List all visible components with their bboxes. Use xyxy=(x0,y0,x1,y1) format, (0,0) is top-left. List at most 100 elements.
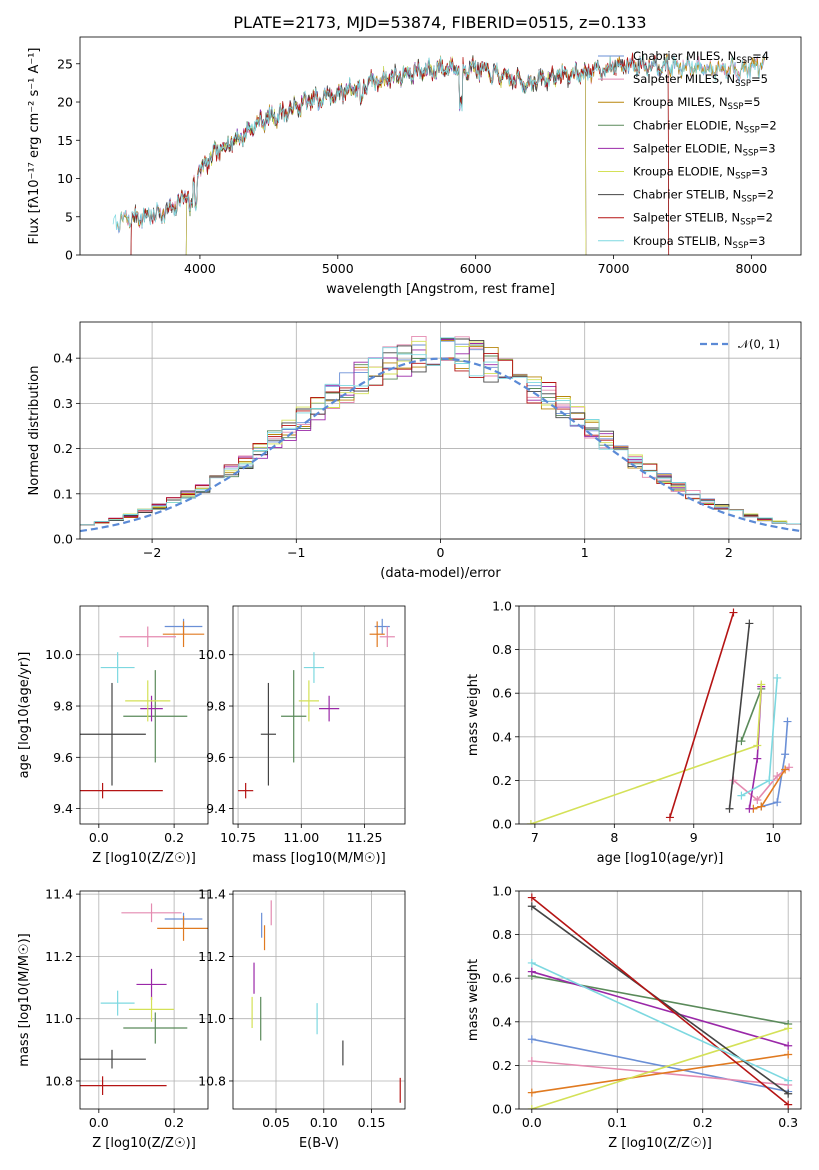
weight_vs_age-frame xyxy=(518,605,802,825)
spectrum-x-axis-label: wavelength [Angstrom, rest frame] xyxy=(326,282,555,297)
y-tick-label: 10 xyxy=(57,171,73,186)
y-tick-label: 10.8 xyxy=(45,1073,73,1088)
age_vs_Z-plot-area xyxy=(80,618,205,799)
data-point xyxy=(140,695,163,722)
weight-marker xyxy=(773,798,782,807)
y-tick-label: 11.2 xyxy=(198,949,226,964)
y-tick-label: 25 xyxy=(57,56,73,71)
weight-marker xyxy=(745,619,754,628)
y-tick-label: 0.2 xyxy=(492,773,512,788)
x-tick-label: 0.15 xyxy=(358,1115,386,1130)
y-tick-label: 9.8 xyxy=(206,699,226,714)
spectrum-ticks: 4000 5000 6000 7000 8000 0 5 10 15 20 25 xyxy=(57,56,767,276)
weight-line xyxy=(669,612,735,818)
legend-label: Kroupa STELIB, NSSP=3 xyxy=(633,234,765,251)
weight_vs_Z-y-axis-label: mass weight xyxy=(466,959,481,1041)
x-tick-label: 0.2 xyxy=(693,1115,713,1130)
y-tick-label: 0.1 xyxy=(53,486,73,501)
residuals-frame xyxy=(79,321,802,540)
x-tick-label: 4000 xyxy=(184,261,216,276)
data-point xyxy=(100,990,135,1016)
x-tick-label: 7000 xyxy=(598,261,630,276)
data-point xyxy=(80,682,146,786)
legend-label: Chabrier MILES, NSSP=4 xyxy=(633,49,769,66)
legend-label: Kroupa MILES, NSSP=5 xyxy=(633,95,760,112)
data-point xyxy=(303,652,325,683)
mass_vs_Z-y-axis-label: mass [log10(M/M☉)] xyxy=(17,933,32,1066)
age_vs_Z-points xyxy=(80,618,205,799)
spectrum-y-axis-label: Flux [fλ10⁻¹⁷ erg cm⁻² s⁻¹ A⁻¹] xyxy=(27,48,42,245)
weight-marker xyxy=(527,893,536,902)
y-tick-label: 0.4 xyxy=(53,351,73,366)
spectrum-line xyxy=(130,52,670,255)
legend-label: Salpeter ELODIE, NSSP=3 xyxy=(633,141,776,158)
data-point xyxy=(80,782,163,799)
legend-label: Salpeter MILES, NSSP=5 xyxy=(633,72,768,89)
weight_vs_Z-ticks: 0.0 0.1 0.2 0.3 0.0 0.2 0.4 0.6 0.8 1.0 xyxy=(492,884,798,1131)
weight-marker xyxy=(753,754,762,763)
weight-line xyxy=(530,684,763,824)
legend-label: Chabrier ELODIE, NSSP=2 xyxy=(633,118,777,135)
y-tick-label: 9.6 xyxy=(206,750,226,765)
weight_vs_Z-x-axis-label: Z [log10(Z/Z☉)] xyxy=(608,1136,712,1151)
data-point xyxy=(238,782,254,799)
x-tick-label: −1 xyxy=(287,545,305,560)
x-tick-label: 0.0 xyxy=(89,1115,109,1130)
residuals-ticks: −2 −1 0 1 2 0.0 0.1 0.2 0.3 0.4 xyxy=(53,351,733,560)
y-tick-label: 11.0 xyxy=(198,1011,226,1026)
weight-line xyxy=(531,1038,789,1093)
y-tick-label: 0.4 xyxy=(492,1014,512,1029)
x-tick-label: 6000 xyxy=(460,261,492,276)
x-tick-label: 10.75 xyxy=(220,830,256,845)
x-tick-label: −2 xyxy=(143,545,161,560)
histogram-series xyxy=(80,335,801,526)
weight-marker xyxy=(784,1041,793,1050)
x-tick-label: 7 xyxy=(531,830,539,845)
x-tick-label: 11.25 xyxy=(347,830,383,845)
weight-line xyxy=(531,962,789,1082)
y-tick-label: 0.0 xyxy=(492,1102,512,1117)
weight-line xyxy=(531,970,789,1047)
mass_vs_Z-grid xyxy=(80,891,208,1109)
weight_vs_age-y-axis-label: mass weight xyxy=(466,674,481,756)
spectrum-frame xyxy=(79,36,802,256)
data-point xyxy=(128,996,175,1022)
spectrum-line xyxy=(112,53,766,231)
mass_vs_ebv-panel: 0.05 0.10 0.15 10.8 11.0 11.2 11.4 E(B-V) xyxy=(198,887,406,1151)
y-tick-label: 11.4 xyxy=(45,887,73,902)
y-tick-label: 0.8 xyxy=(492,642,512,657)
weight-marker xyxy=(781,750,790,759)
weight-marker xyxy=(527,1057,536,1066)
mass_vs_Z-frame xyxy=(79,890,209,1110)
x-tick-label: 10 xyxy=(765,830,781,845)
weight-marker xyxy=(527,902,536,911)
residuals-plot-area xyxy=(80,335,801,533)
y-tick-label: 0.3 xyxy=(53,396,73,411)
legend-label: Chabrier STELIB, NSSP=2 xyxy=(633,188,774,205)
x-tick-label: 0.05 xyxy=(262,1115,290,1130)
weight_vs_age-plot-area xyxy=(526,608,794,824)
weight-line xyxy=(761,721,789,808)
figure-title: PLATE=2173, MJD=53874, FIBERID=0515, z=0… xyxy=(233,13,646,32)
weight-marker xyxy=(784,1076,793,1085)
weight-marker xyxy=(737,737,746,746)
weight-marker xyxy=(745,804,754,813)
residuals-legend: 𝒩(0, 1) xyxy=(700,337,780,351)
weight-marker xyxy=(527,1088,536,1097)
residuals-y-axis-label: Normed distribution xyxy=(27,366,42,496)
x-tick-label: 0.0 xyxy=(522,1115,542,1130)
y-tick-label: 9.6 xyxy=(53,750,73,765)
y-tick-label: 0.4 xyxy=(492,729,512,744)
x-tick-label: 0.2 xyxy=(164,1115,184,1130)
weight-marker xyxy=(765,776,774,785)
spectrum-legend: Chabrier MILES, NSSP=4 Salpeter MILES, NS… xyxy=(598,49,777,251)
y-tick-label: 9.4 xyxy=(206,801,226,816)
data-point xyxy=(80,1049,146,1069)
weight-line xyxy=(531,896,789,1106)
age_vs_Z-x-axis-label: Z [log10(Z/Z☉)] xyxy=(92,851,196,866)
weight-marker xyxy=(526,820,535,824)
panels: 4000 5000 6000 7000 80000510152025wavelength… xyxy=(17,36,802,1151)
residuals-panel: −2 −1 0 1 2 0.0 0.1 0.2 0.3 0.4 (data-model)/error… xyxy=(27,321,802,581)
spectrum-panel: 4000 5000 6000 7000 8000 0 5 10 15 20 25 wavelength… xyxy=(27,36,802,297)
weight-line xyxy=(728,623,751,809)
